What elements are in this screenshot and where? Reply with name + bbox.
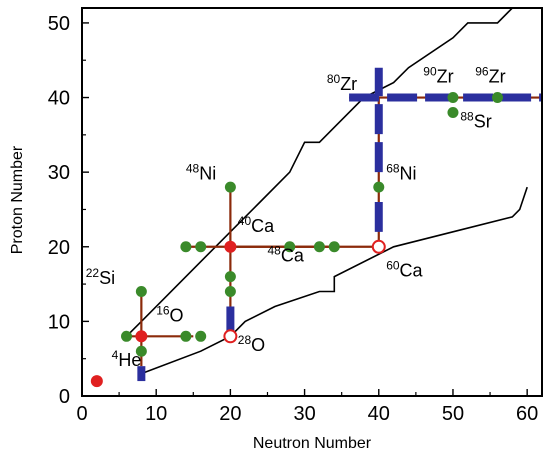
nucleus-label-80zr: 80Zr <box>327 72 357 94</box>
measured-nucleus-point <box>180 330 192 342</box>
doubly-magic-point <box>135 330 148 343</box>
measured-nucleus-point <box>328 241 340 253</box>
neutron-drip-line <box>141 186 528 375</box>
nucleus-label-68ni: 68Ni <box>386 162 416 184</box>
measured-nucleus-point <box>284 241 296 253</box>
nucleus-label-60ca: 60Ca <box>386 259 423 281</box>
x-axis-label: Neutron Number <box>253 435 372 452</box>
nucleus-label-22si: 22Si <box>86 266 115 288</box>
x-tick-label: 50 <box>442 403 464 425</box>
measured-nucleus-point <box>121 330 133 342</box>
y-tick-label: 50 <box>48 13 70 35</box>
predicted-doubly-magic-point <box>223 329 238 344</box>
nucleus-label-28o: 28O <box>238 333 265 355</box>
nucleus-label-48ni: 48Ni <box>186 162 216 184</box>
measured-nucleus-point <box>447 106 459 118</box>
nucleus-label-90zr: 90Zr <box>423 65 453 87</box>
measured-nucleus-point <box>135 286 147 298</box>
y-tick-label: 20 <box>48 237 70 259</box>
nucleus-label-88sr: 88Sr <box>460 109 491 131</box>
measured-nucleus-point <box>447 92 459 104</box>
proton-drip-line <box>125 7 513 337</box>
doubly-magic-point <box>90 375 103 388</box>
measured-nucleus-point <box>224 286 236 298</box>
nucleus-label-16o: 16O <box>156 303 183 325</box>
measured-nucleus-point <box>195 241 207 253</box>
y-tick-label: 10 <box>48 311 70 333</box>
x-tick-label: 40 <box>368 403 390 425</box>
y-tick-label: 30 <box>48 162 70 184</box>
y-axis-label: Proton Number <box>9 145 26 254</box>
measured-nucleus-point <box>180 241 192 253</box>
y-tick-label: 40 <box>48 88 70 110</box>
measured-nucleus-point <box>313 241 325 253</box>
nucleus-label-96zr: 96Zr <box>475 65 505 87</box>
x-tick-label: 60 <box>516 403 538 425</box>
measured-nucleus-point <box>195 330 207 342</box>
plot-frame <box>81 7 543 397</box>
measured-nucleus-point <box>224 271 236 283</box>
nucleus-label-40ca: 40Ca <box>238 214 275 236</box>
nucleus-label-4he: 4He <box>112 348 142 370</box>
predicted-doubly-magic-point <box>371 239 386 254</box>
x-tick-label: 10 <box>145 403 167 425</box>
nucleus-label-48ca: 48Ca <box>267 244 304 266</box>
x-tick-label: 20 <box>219 403 241 425</box>
measured-nucleus-point <box>135 345 147 357</box>
y-tick-label: 0 <box>59 386 70 408</box>
x-tick-label: 0 <box>76 403 87 425</box>
measured-nucleus-point <box>491 92 503 104</box>
measured-nucleus-point <box>373 181 385 193</box>
doubly-magic-point <box>224 240 237 253</box>
x-tick-label: 30 <box>293 403 315 425</box>
measured-nucleus-point <box>224 181 236 193</box>
